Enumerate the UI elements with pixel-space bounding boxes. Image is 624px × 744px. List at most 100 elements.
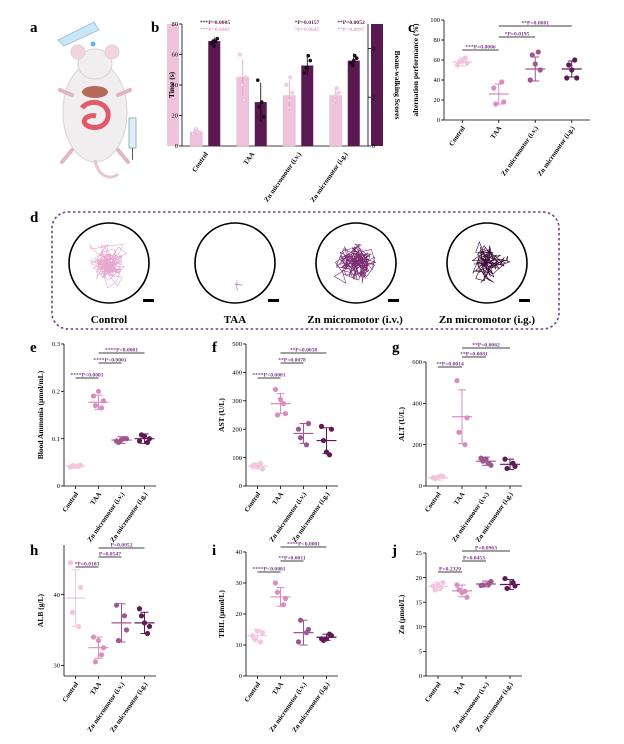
data-point <box>332 98 337 103</box>
data-point <box>351 58 356 63</box>
data-point <box>527 77 533 83</box>
data-point <box>121 613 128 619</box>
data-point <box>491 85 497 91</box>
data-point <box>305 66 310 70</box>
significance-label-light: **P=0.0097 <box>337 27 365 33</box>
y-tick-label: 80 <box>172 21 179 28</box>
data-point <box>141 433 148 439</box>
data-point <box>297 435 304 441</box>
y-tick-label: 60 <box>434 57 441 64</box>
data-point <box>459 589 465 595</box>
data-point <box>254 464 261 470</box>
data-point <box>352 53 357 58</box>
data-point <box>462 442 468 448</box>
significance-label: **P=0.0081 <box>521 21 549 27</box>
y-tick-label: 0 <box>419 673 422 680</box>
data-point <box>502 575 508 582</box>
data-point <box>146 623 153 630</box>
panel-letter-a: a <box>30 20 38 36</box>
data-point <box>464 594 470 600</box>
y-tick-label: 40 <box>172 82 179 89</box>
data-point <box>537 67 543 73</box>
data-point <box>295 426 302 432</box>
tracking-path <box>89 244 127 289</box>
data-point <box>430 583 436 589</box>
data-point <box>569 67 575 73</box>
data-point <box>286 105 291 110</box>
scale-bar <box>388 299 399 302</box>
tracking-path <box>471 241 511 283</box>
significance-label-dark: ***P=0.0005 <box>200 20 231 26</box>
data-point <box>144 439 151 446</box>
data-point <box>215 36 220 41</box>
y-tick-label: 40 <box>236 549 243 556</box>
data-point <box>574 75 580 81</box>
bar-score <box>254 102 267 146</box>
data-point <box>259 466 266 472</box>
bar-score <box>301 65 314 146</box>
x-tick-label: Control <box>448 125 467 148</box>
significance-label: *P=0.0195 <box>505 32 530 38</box>
intestine-icon <box>80 100 111 130</box>
data-point <box>257 105 262 109</box>
data-point <box>486 460 492 466</box>
data-point <box>486 581 492 587</box>
mouse-illustration <box>57 21 137 179</box>
data-point <box>535 49 541 55</box>
data-point <box>90 634 97 640</box>
significance-label-dark: *P=0.0157 <box>295 20 320 26</box>
significance-label: P=0.0547 <box>99 552 121 558</box>
y-axis-label: ALT (U/L) <box>397 407 406 441</box>
y-axis-label: Blood Ammonia (µmol/mL) <box>36 370 45 459</box>
data-point <box>440 579 446 586</box>
data-point <box>320 437 327 444</box>
tracking-frame <box>51 211 560 330</box>
significance-label: P=0.0052 <box>111 543 133 549</box>
y-tick-label: 60 <box>172 52 179 59</box>
data-point <box>303 630 310 636</box>
data-point <box>532 61 538 67</box>
data-point <box>136 438 143 444</box>
track-label-iv: Zn micromotor (i.v.) <box>307 314 403 326</box>
data-point <box>290 90 295 95</box>
bar-score <box>208 41 221 146</box>
y-tick-label: 200 <box>412 442 422 449</box>
data-point <box>67 560 74 566</box>
data-point <box>113 602 120 608</box>
tracking-path <box>334 243 377 284</box>
y-tick-label: 0 <box>175 143 178 150</box>
y-tick-label: 0.2 <box>52 389 60 396</box>
data-point <box>303 442 310 448</box>
y-tick-label: 20 <box>236 611 243 618</box>
significance-label: ****P<0.0001 <box>252 373 285 379</box>
data-point <box>77 584 84 591</box>
data-point <box>90 393 97 399</box>
data-point <box>529 52 535 58</box>
significance-label: **P=0.0081 <box>460 352 488 358</box>
panel-letter-d: d <box>30 210 39 226</box>
data-point <box>456 429 462 435</box>
data-point <box>328 426 335 432</box>
scale-bar <box>143 299 154 302</box>
data-point <box>308 58 313 63</box>
x-tick-label: Control <box>61 681 80 704</box>
scale-bar <box>268 299 279 302</box>
data-point <box>257 460 264 466</box>
data-point <box>239 82 244 87</box>
data-point <box>493 101 499 107</box>
left-axis-band <box>167 24 179 146</box>
data-point <box>454 378 460 384</box>
pipette-icon <box>57 21 100 47</box>
data-point <box>92 659 99 665</box>
data-point <box>282 595 289 602</box>
y-tick-label: 100 <box>232 455 242 462</box>
data-point <box>118 437 125 443</box>
data-point <box>138 613 145 619</box>
y-tick-label: 500 <box>232 341 242 348</box>
y-tick-label: 400 <box>412 401 422 408</box>
y-tick-label: 0 <box>239 483 242 490</box>
x-tick-label: TAA <box>453 681 467 696</box>
